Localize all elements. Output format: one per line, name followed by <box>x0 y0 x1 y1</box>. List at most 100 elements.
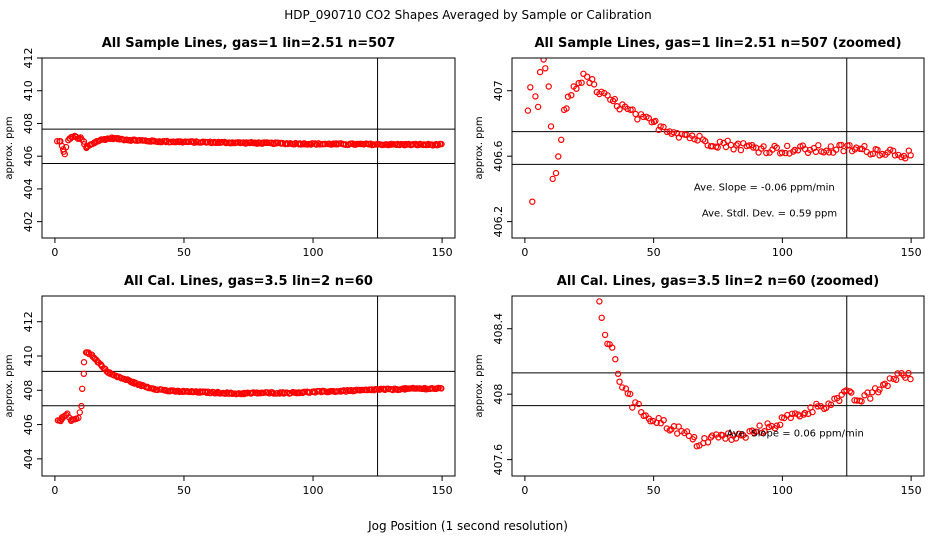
data-point <box>784 142 791 150</box>
data-point <box>791 146 799 154</box>
data-point <box>765 423 773 431</box>
data-point <box>838 141 845 149</box>
y-tick-label: 412 <box>22 48 35 69</box>
plot-frame <box>41 57 456 239</box>
x-tick-label: 100 <box>303 246 324 259</box>
x-tick-label: 100 <box>772 484 793 497</box>
data-point <box>564 93 572 100</box>
data-point <box>542 65 549 72</box>
data-point <box>598 314 605 321</box>
data-point <box>773 144 781 151</box>
data-point <box>756 422 763 429</box>
data-point <box>647 418 654 425</box>
x-tick-label: 150 <box>901 246 922 259</box>
data-point <box>691 433 698 441</box>
data-point <box>660 123 667 131</box>
data-point <box>632 399 639 406</box>
data-point <box>714 144 721 151</box>
data-point <box>62 143 70 151</box>
data-point <box>78 402 85 410</box>
data-point <box>858 398 865 405</box>
data-point <box>740 140 747 147</box>
data-point <box>629 404 636 411</box>
data-point <box>733 142 740 149</box>
data-point <box>229 390 236 397</box>
data-point <box>861 142 868 150</box>
x-tick-label: 100 <box>772 246 793 259</box>
figure-suptitle: HDP_090710 CO2 Shapes Averaged by Sample… <box>284 8 651 22</box>
data-point <box>532 93 539 100</box>
y-tick-label: 407.6 <box>492 444 505 476</box>
y-tick-label: 406 <box>22 414 35 435</box>
data-point <box>742 434 749 441</box>
data-point <box>869 389 876 396</box>
data-point <box>848 389 855 396</box>
x-tick-label: 50 <box>177 484 191 497</box>
data-point <box>54 137 61 145</box>
data-point <box>827 143 835 150</box>
data-point <box>75 414 82 422</box>
data-point <box>279 389 286 396</box>
data-point <box>584 73 591 80</box>
data-point <box>616 378 623 385</box>
x-tick-label: 0 <box>521 484 528 497</box>
y-axis-label: approx. ppm <box>4 354 15 417</box>
data-point <box>782 149 789 157</box>
figure-xlabel: Jog Position (1 second resolution) <box>367 519 568 533</box>
data-point <box>905 369 912 377</box>
y-tick-label: 410 <box>22 80 35 101</box>
data-point <box>558 136 565 143</box>
plot-frame <box>511 57 925 239</box>
data-point <box>670 129 677 136</box>
data-point <box>788 410 796 417</box>
data-point <box>853 144 860 151</box>
annotation: Ave. Slope = -0.06 ppm/min <box>694 183 835 194</box>
x-tick-label: 50 <box>177 246 191 259</box>
data-point <box>778 149 786 156</box>
data-point <box>299 140 307 148</box>
data-point <box>552 169 560 177</box>
data-point <box>840 147 847 155</box>
data-point <box>381 386 389 393</box>
y-tick-label: 404 <box>22 448 35 469</box>
data-point <box>76 409 84 416</box>
data-point <box>529 198 536 205</box>
data-point <box>657 123 664 130</box>
data-point <box>640 113 647 121</box>
data-point <box>752 428 760 435</box>
data-point <box>691 135 698 143</box>
y-tick-label: 407 <box>492 80 505 101</box>
data-point <box>545 83 552 90</box>
data-point <box>80 370 88 377</box>
data-point <box>814 403 821 410</box>
data-point <box>777 421 784 428</box>
data-point <box>763 149 770 157</box>
data-point <box>869 150 877 157</box>
data-point <box>611 95 619 103</box>
data-point <box>136 381 144 388</box>
data-point <box>80 138 88 145</box>
y-tick-label: 408 <box>22 380 35 401</box>
x-tick-label: 100 <box>303 484 324 497</box>
data-point <box>750 144 757 151</box>
y-tick-label: 408 <box>22 113 35 134</box>
plot-area <box>512 58 924 238</box>
y-tick-label: 406.6 <box>492 140 505 172</box>
data-point <box>61 150 69 158</box>
data-point <box>809 408 816 416</box>
data-point <box>716 138 724 145</box>
data-point <box>547 123 555 130</box>
panel-1: All Sample Lines, gas=1 lin=2.51 n=507 ap… <box>4 36 456 259</box>
data-point <box>612 356 619 363</box>
data-point <box>792 410 799 417</box>
data-point <box>879 150 886 158</box>
x-tick-label: 0 <box>51 246 58 259</box>
data-point <box>596 298 603 305</box>
panel-4: All Cal. Lines, gas=3.5 lin=2 n=60 (zoom… <box>474 274 925 497</box>
x-tick-label: 0 <box>51 484 58 497</box>
data-point <box>891 152 899 159</box>
data-point <box>555 153 562 160</box>
data-point <box>894 370 901 377</box>
data-point <box>80 359 88 366</box>
